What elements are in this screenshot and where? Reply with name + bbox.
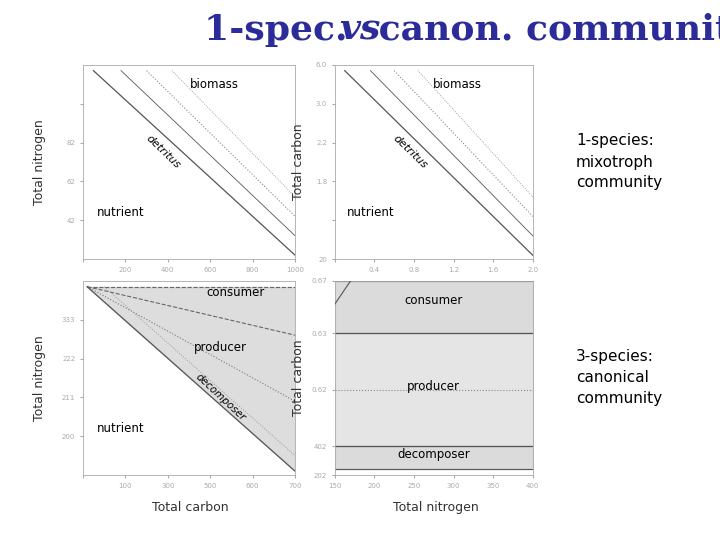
Text: detritus: detritus [391,134,429,171]
Text: consumer: consumer [207,286,265,299]
Text: canon. community: canon. community [366,12,720,47]
Text: producer: producer [194,341,248,354]
Text: biomass: biomass [433,78,482,91]
Text: biomass: biomass [190,78,239,91]
Text: nutrient: nutrient [346,206,395,219]
Text: decomposer: decomposer [397,448,470,461]
Text: producer: producer [408,380,460,393]
Text: Total carbon: Total carbon [292,124,305,200]
Text: vs: vs [339,13,381,46]
Text: Total nitrogen: Total nitrogen [392,501,479,514]
Text: Total carbon: Total carbon [153,501,229,514]
Text: Total nitrogen: Total nitrogen [33,335,46,421]
Text: 1-species:
mixotroph
community: 1-species: mixotroph community [576,133,662,191]
Text: consumer: consumer [405,294,463,307]
Text: decomposer: decomposer [194,372,248,423]
Polygon shape [87,287,295,471]
Text: Total carbon: Total carbon [292,340,305,416]
Text: Total nitrogen: Total nitrogen [33,119,46,205]
Text: nutrient: nutrient [97,206,145,219]
Text: detritus: detritus [145,134,183,171]
Text: 3-species:
canonical
community: 3-species: canonical community [576,349,662,407]
Text: nutrient: nutrient [97,422,145,435]
Text: 1-spec.: 1-spec. [204,13,360,46]
